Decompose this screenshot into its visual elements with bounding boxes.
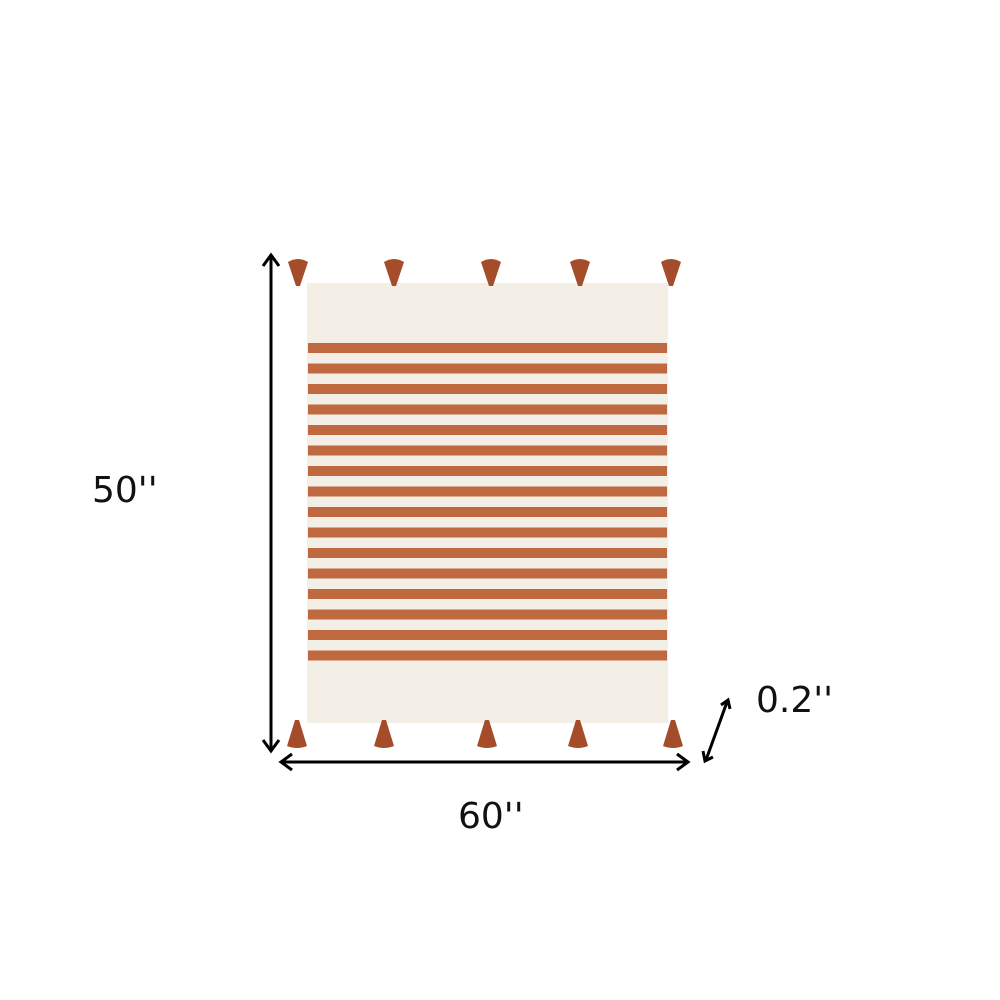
depth-arrow (701, 697, 732, 764)
stripe (308, 589, 667, 599)
width-arrow (278, 752, 691, 772)
tassel (481, 259, 501, 286)
stripe (308, 425, 667, 435)
tassel (570, 259, 590, 286)
height-label: 50'' (92, 470, 158, 511)
stripe (308, 527, 667, 538)
stripe (308, 363, 667, 374)
tassel (661, 259, 681, 286)
depth-label: 0.2'' (756, 680, 834, 721)
blanket-body (307, 283, 668, 723)
stripe (308, 466, 667, 476)
stripe (308, 650, 667, 661)
blanket-image (287, 259, 683, 748)
stripe (308, 548, 667, 558)
tassel (663, 720, 683, 748)
tassel (374, 720, 394, 748)
tassel (477, 720, 497, 748)
stripe (308, 384, 667, 394)
stripe (308, 507, 667, 517)
stripe (308, 486, 667, 497)
width-label: 60'' (458, 796, 524, 837)
stripe (308, 609, 667, 620)
stripe (308, 404, 667, 415)
tassel (568, 720, 588, 748)
tassel (384, 259, 404, 286)
tassel (288, 259, 308, 286)
stripe (308, 630, 667, 640)
stripe (308, 343, 667, 353)
stripe (308, 568, 667, 579)
stripe (308, 445, 667, 456)
height-arrow (261, 252, 281, 754)
tassel (287, 720, 307, 748)
